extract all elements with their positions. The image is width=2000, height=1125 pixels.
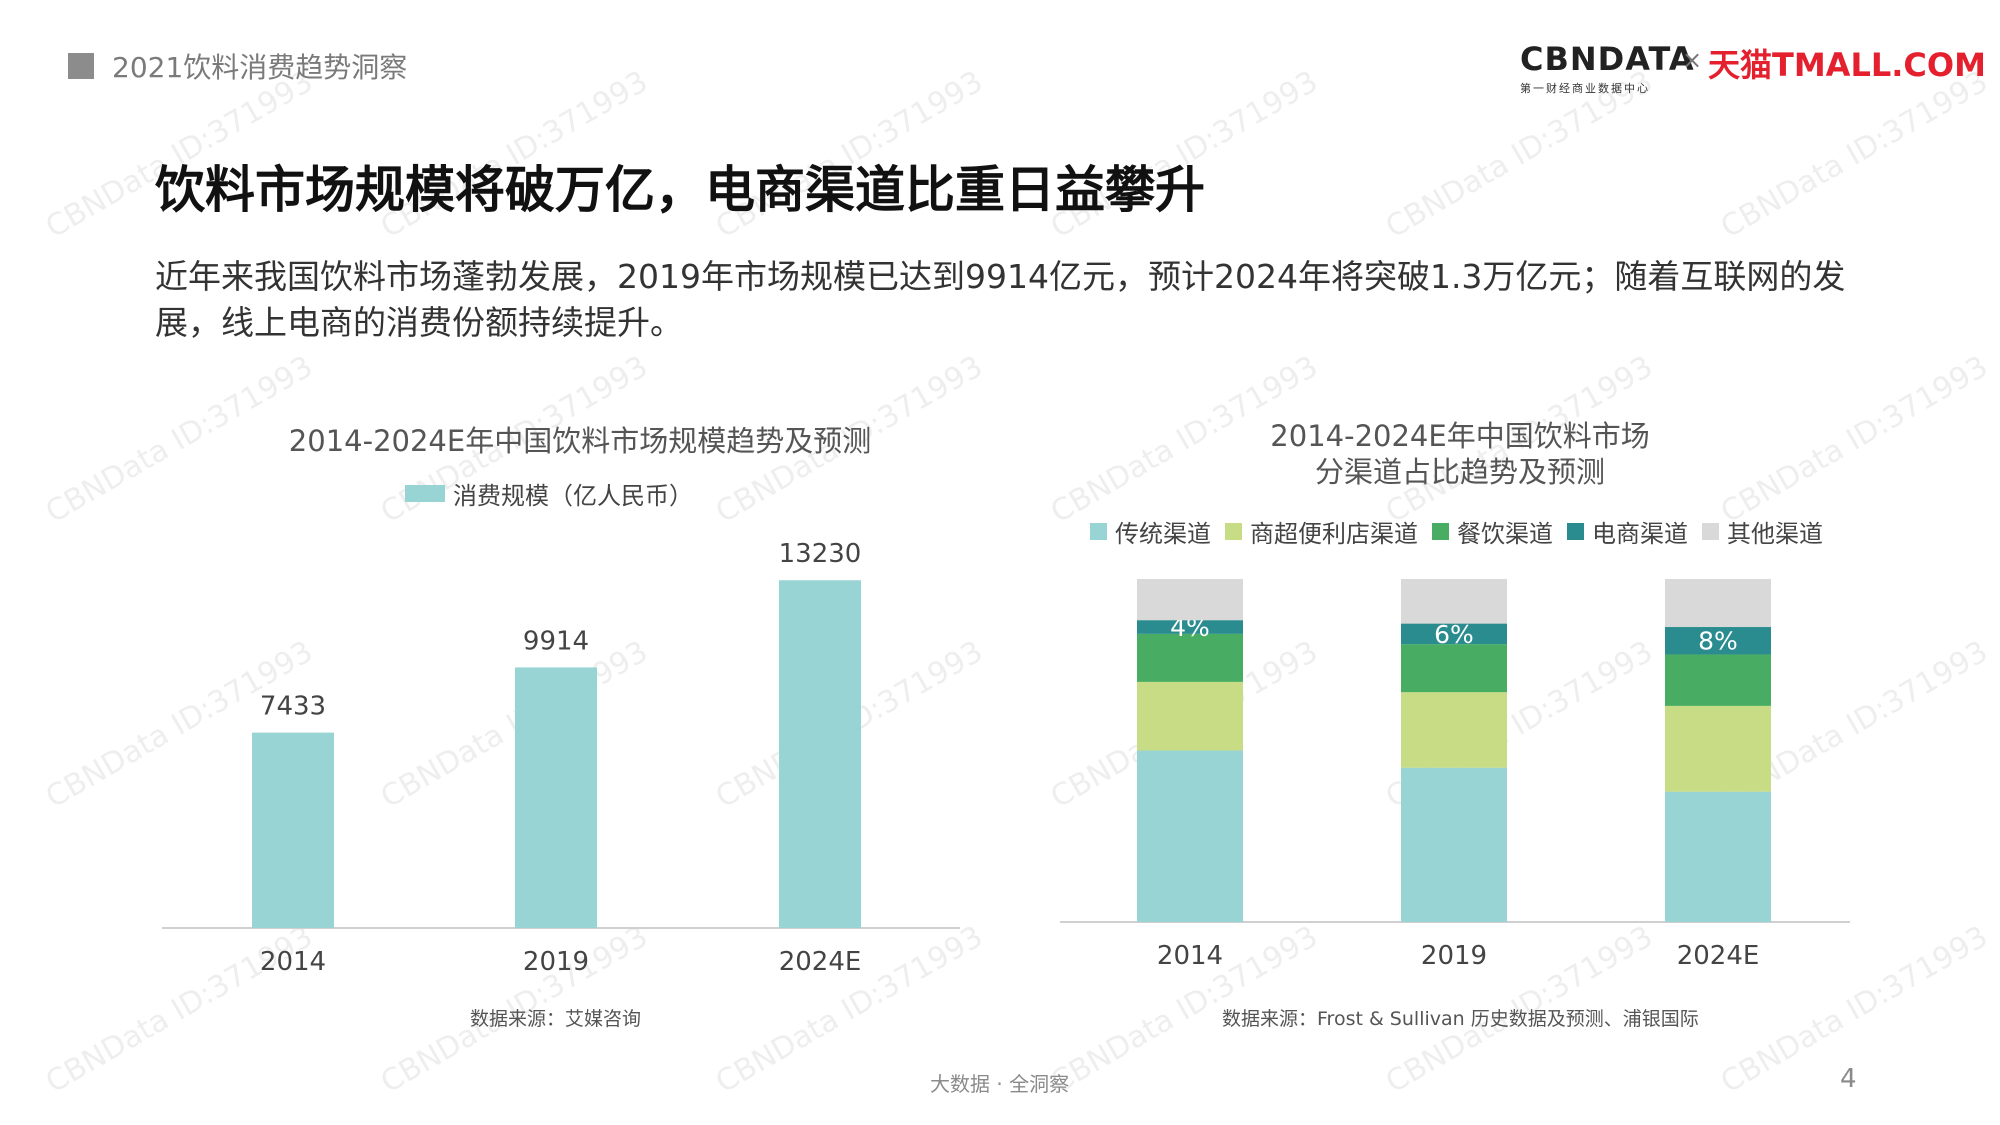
chart1-source: 数据来源：艾媒咨询 — [470, 1008, 642, 1030]
chart2-bar-segment — [1401, 692, 1507, 768]
chart2-bar-segment — [1665, 705, 1771, 792]
chart2-bar-segment — [1665, 791, 1771, 922]
chart2-data-label: 6% — [1434, 620, 1474, 649]
chart2-bar-segment — [1137, 633, 1243, 682]
logo-separator: × — [1682, 46, 1703, 74]
cbndata-logo-subtitle: 第一财经商业数据中心 — [1520, 82, 1650, 95]
chart2-tick-label: 2024E — [1677, 941, 1760, 971]
chart2-bar-segment — [1665, 654, 1771, 706]
chart1-legend-item: 消费规模（亿人民币） — [405, 476, 693, 511]
page-description: 近年来我国饮料市场蓬勃发展，2019年市场规模已达到9914亿元，预计2024年… — [155, 257, 1846, 342]
section-title: 2021饮料消费趋势洞察 — [112, 51, 408, 84]
legend-swatch — [1702, 523, 1719, 540]
page-title: 饮料市场规模将破万亿，电商渠道比重日益攀升 — [155, 161, 1205, 219]
chart2-bar-segment — [1401, 579, 1507, 624]
chart1-tick-label: 2014 — [260, 947, 326, 977]
legend-swatch — [1225, 523, 1242, 540]
chart2-bar-segment — [1401, 623, 1507, 645]
cbndata-logo: CBNDATA — [1520, 40, 1695, 78]
chart2-bar-segment — [1137, 750, 1243, 922]
chart2-legend-item: 其他渠道 — [1702, 514, 1823, 549]
chart1-legend-label: 消费规模（亿人民币） — [453, 482, 693, 510]
chart2-title: 2014-2024E年中国饮料市场 分渠道占比趋势及预测 — [1220, 418, 1700, 490]
chart2-source: 数据来源：Frost & Sullivan 历史数据及预测、浦银国际 — [1222, 1008, 1699, 1030]
chart2-legend-item: 传统渠道 — [1090, 514, 1211, 549]
chart2-legend: 传统渠道 商超便利店渠道 餐饮渠道 电商渠道 其他渠道 — [1090, 514, 1823, 549]
legend-label: 电商渠道 — [1592, 520, 1688, 548]
chart1-bar — [252, 732, 334, 928]
chart1-tick-label: 2019 — [523, 947, 589, 977]
chart1-data-label: 7433 — [260, 692, 326, 722]
brand-logos: CBNDATA 第一财经商业数据中心 × 天猫TMALL.COM — [1520, 40, 1986, 100]
chart1-data-label: 13230 — [779, 539, 862, 569]
chart1-bar — [515, 667, 597, 928]
legend-label: 餐饮渠道 — [1457, 520, 1553, 548]
legend-swatch — [1567, 523, 1584, 540]
chart2-bar-segment — [1665, 579, 1771, 628]
page-number: 4 — [1840, 1064, 1857, 1094]
chart1-bar — [779, 580, 861, 928]
footer-tagline: 大数据 · 全洞察 — [930, 1072, 1070, 1096]
tmall-logo: 天猫TMALL.COM — [1708, 46, 1986, 84]
chart2-bar-segment — [1401, 767, 1507, 922]
legend-label: 其他渠道 — [1727, 520, 1823, 548]
chart2-legend-item: 电商渠道 — [1567, 514, 1688, 549]
legend-swatch — [1090, 523, 1107, 540]
legend-label: 传统渠道 — [1115, 520, 1211, 548]
chart2-data-label: 8% — [1698, 627, 1738, 656]
chart2-legend-item: 商超便利店渠道 — [1225, 514, 1418, 549]
chart1-legend-swatch — [405, 485, 445, 502]
chart2-title-line2: 分渠道占比趋势及预测 — [1314, 455, 1605, 489]
chart1-data-label: 9914 — [523, 626, 589, 656]
chart2-bar-segment — [1137, 681, 1243, 751]
chart2-bar-segment — [1665, 627, 1771, 655]
legend-swatch — [1432, 523, 1449, 540]
chart2-tick-label: 2014 — [1157, 941, 1223, 971]
chart2-bar-segment — [1137, 620, 1243, 634]
chart2-title-line1: 2014-2024E年中国饮料市场 — [1270, 419, 1650, 453]
chart2-bar-segment — [1137, 579, 1243, 621]
chart1-tick-label: 2024E — [779, 947, 862, 977]
legend-label: 商超便利店渠道 — [1250, 520, 1418, 548]
section-marker — [68, 53, 94, 79]
chart1-title: 2014-2024E年中国饮料市场规模趋势及预测 — [288, 424, 872, 458]
chart2-bar-segment — [1401, 644, 1507, 693]
chart2-legend-item: 餐饮渠道 — [1432, 514, 1553, 549]
chart2-tick-label: 2019 — [1421, 941, 1487, 971]
